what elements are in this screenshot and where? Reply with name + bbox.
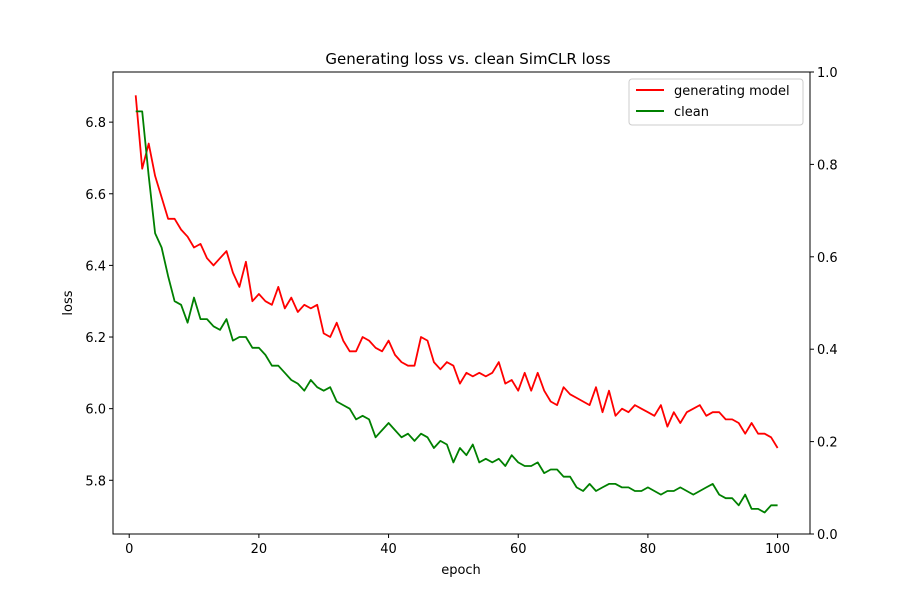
series-line-generating-model	[134, 95, 779, 449]
x-tick-label: 60	[510, 542, 527, 557]
x-tick-label: 0	[125, 542, 133, 557]
y-tick-label: 6.0	[85, 403, 106, 418]
y2-tick-label: 0.0	[817, 528, 838, 543]
series-lines	[134, 95, 779, 514]
y-tick-label: 6.8	[85, 116, 106, 131]
y-tick-label: 6.6	[85, 188, 106, 203]
x-tick-label: 20	[251, 542, 268, 557]
y2-tick-label: 0.8	[817, 158, 838, 173]
legend-label-generating-model: generating model	[674, 84, 790, 99]
y2-tick-label: 1.0	[817, 66, 838, 81]
y-tick-label: 6.2	[85, 331, 106, 346]
legend-label-clean: clean	[674, 105, 709, 120]
plot-area	[112, 71, 811, 535]
y-axis-label: loss	[61, 290, 76, 315]
y2-tick-label: 0.4	[817, 343, 838, 358]
y-tick-label: 6.4	[85, 259, 106, 274]
legend: generating model clean	[628, 78, 804, 126]
x-tick-label: 40	[380, 542, 397, 557]
series-line-clean	[135, 110, 778, 514]
x-axis-label: epoch	[441, 563, 481, 578]
chart-title: Generating loss vs. clean SimCLR loss	[325, 50, 610, 68]
x-axis: 0 20 40 60 80 100	[125, 534, 790, 557]
x-tick-label: 80	[640, 542, 657, 557]
y2-tick-label: 0.2	[817, 436, 838, 451]
y-axis-left: 5.8 6.0 6.2 6.4 6.6 6.8	[85, 116, 113, 489]
y-tick-label: 5.8	[85, 474, 106, 489]
y2-tick-label: 0.6	[817, 251, 838, 266]
legend-frame	[628, 78, 804, 126]
x-tick-label: 100	[765, 542, 790, 557]
y-axis-right: 0.0 0.2 0.4 0.6 0.8 1.0	[810, 66, 838, 543]
